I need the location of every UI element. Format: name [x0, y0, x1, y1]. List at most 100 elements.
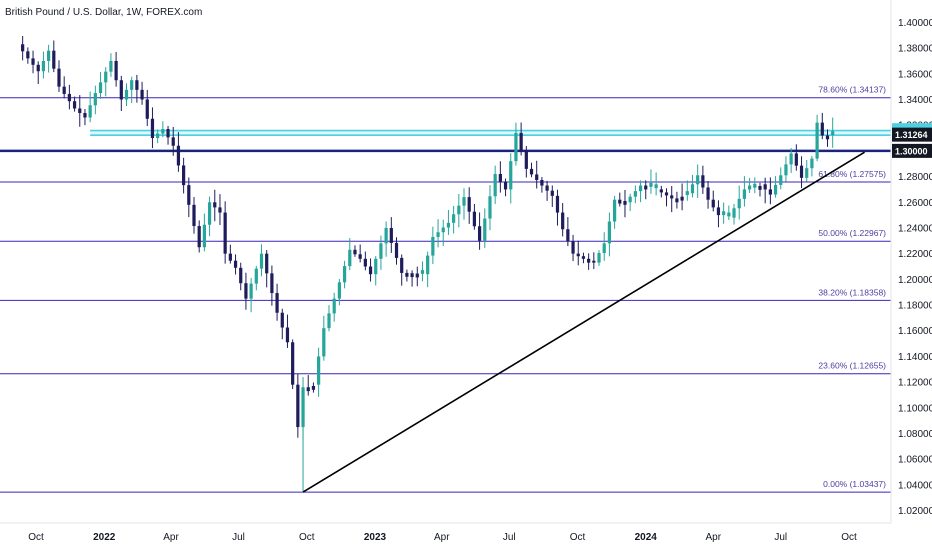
candle-body [301, 387, 305, 428]
candle-body [779, 175, 783, 185]
candle-body [280, 312, 284, 328]
candle-body [332, 298, 336, 314]
candle-body [410, 273, 414, 278]
candle-body [675, 198, 679, 203]
candle-body [296, 384, 300, 428]
candle-body [140, 89, 144, 100]
candle-body [384, 227, 388, 244]
candle-body [685, 191, 689, 195]
candles [21, 36, 835, 493]
candle-body [529, 168, 534, 175]
candle-body [789, 153, 793, 165]
candle-body [88, 105, 92, 118]
candle-body [41, 60, 46, 72]
y-tick-label: 1.20000 [898, 275, 932, 286]
candle-body [612, 199, 617, 222]
candle-body [498, 174, 502, 182]
candle-body [337, 282, 342, 299]
candle-body [389, 227, 393, 243]
candle-body [638, 185, 643, 192]
candle-body [706, 187, 710, 200]
candle-body [763, 184, 767, 190]
candle-body [83, 112, 87, 118]
candle-body [254, 268, 258, 284]
candle-body [555, 195, 560, 213]
candle-body [182, 165, 186, 186]
candle-body [503, 181, 508, 190]
y-tick-label: 1.06000 [898, 455, 932, 466]
candle-body [228, 253, 232, 261]
candle-body [306, 387, 310, 392]
candle-body [26, 51, 30, 59]
x-tick-label: Jul [232, 532, 245, 543]
candle-body [72, 101, 77, 109]
candle-body [592, 260, 596, 263]
candle-body [47, 50, 51, 61]
candle-body [145, 99, 149, 119]
candle-body [519, 132, 523, 151]
candle-body [633, 191, 637, 197]
candle-body [342, 266, 347, 283]
candle-body [597, 253, 601, 263]
candle-body [400, 257, 404, 273]
candle-body [628, 196, 632, 203]
candle-body [311, 385, 316, 390]
y-tick-label: 1.02000 [898, 506, 932, 517]
candle-body [52, 50, 56, 69]
candle-body [171, 137, 175, 146]
candle-body [493, 174, 497, 197]
trendline-layer [302, 151, 865, 493]
price-axis[interactable]: 1.400001.380001.360001.340001.320001.300… [898, 18, 932, 517]
candle-body [462, 197, 466, 206]
candle-body [773, 184, 778, 195]
candle-body [659, 189, 663, 193]
y-tick-label: 1.16000 [898, 326, 932, 337]
candle-body [587, 258, 591, 263]
candle-body [742, 189, 747, 199]
price-tag [892, 143, 932, 158]
candle-body [514, 132, 518, 162]
candle-body [176, 145, 181, 166]
candle-body [441, 227, 445, 233]
candle-body [737, 198, 741, 209]
candle-body [727, 212, 731, 217]
candle-body [747, 185, 752, 190]
candle-body [104, 71, 108, 83]
candle-body [187, 185, 191, 205]
fib-label: 50.00% (1.22967) [818, 228, 886, 238]
candle-body [259, 253, 264, 269]
candle-body [753, 183, 757, 188]
y-tick-label: 1.14000 [898, 352, 932, 363]
price-tag-label: 1.30000 [895, 146, 928, 156]
candle-body [67, 93, 71, 102]
candle-body [265, 253, 269, 274]
time-axis[interactable]: Oct 2022 Apr Jul Oct 2023 Apr Jul Oct 2024 Apr Jul O… [28, 532, 857, 543]
candle-body [732, 208, 736, 218]
candle-body [799, 165, 804, 178]
candle-body [114, 60, 118, 81]
candle-body [446, 222, 451, 228]
candle-body [576, 253, 580, 257]
y-tick-label: 1.36000 [898, 69, 932, 80]
x-tick-label: Oct [570, 532, 586, 543]
candle-body [696, 175, 700, 185]
candle-body [415, 273, 419, 278]
candle-body [794, 153, 798, 166]
candle-body [815, 122, 819, 159]
candle-body [540, 179, 544, 186]
candle-body [98, 82, 103, 94]
y-tick-label: 1.38000 [898, 44, 932, 55]
candle-body [223, 212, 227, 254]
horizontal-zones [0, 129, 891, 153]
y-tick-label: 1.34000 [898, 95, 932, 106]
fib-label: 38.20% (1.18358) [818, 287, 886, 297]
candle-body [197, 226, 201, 248]
candle-body [93, 93, 97, 106]
candle-body [291, 342, 295, 385]
candle-body [467, 197, 471, 212]
candle-body [524, 150, 528, 169]
candle-body [805, 168, 809, 178]
